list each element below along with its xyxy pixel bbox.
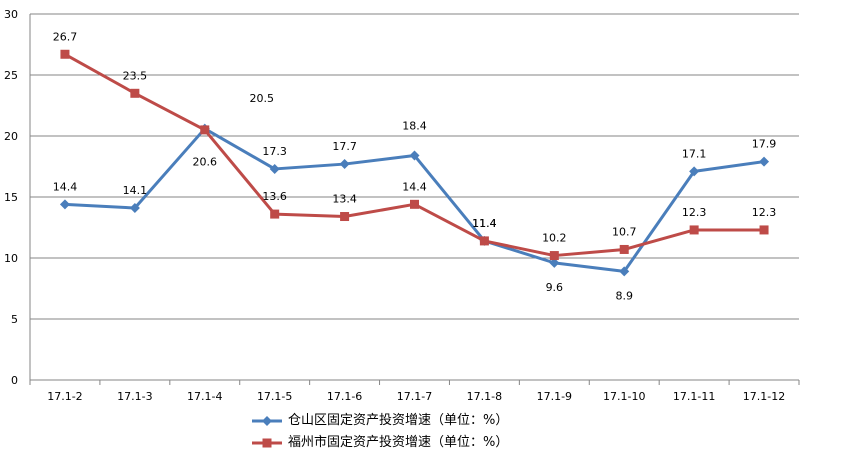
data-point bbox=[409, 150, 420, 161]
x-tick-label: 17.1-6 bbox=[327, 390, 362, 403]
data-point bbox=[689, 225, 699, 235]
data-label: 20.6 bbox=[193, 156, 218, 169]
legend-swatch-fuzhou bbox=[252, 438, 282, 448]
data-point bbox=[339, 159, 350, 170]
data-label: 12.3 bbox=[682, 206, 707, 219]
data-point bbox=[270, 209, 280, 219]
data-point bbox=[340, 212, 350, 222]
x-tick-label: 17.1-10 bbox=[603, 390, 645, 403]
data-label: 13.4 bbox=[332, 193, 357, 206]
data-point bbox=[130, 88, 140, 98]
data-label: 9.6 bbox=[546, 281, 564, 294]
data-label: 14.1 bbox=[123, 184, 148, 197]
data-label: 18.4 bbox=[402, 120, 427, 133]
data-label: 14.4 bbox=[53, 180, 78, 193]
data-point bbox=[269, 163, 280, 174]
legend-label-fuzhou: 福州市固定资产投资增速（单位：%） bbox=[288, 435, 509, 450]
y-tick-label: 20 bbox=[4, 130, 18, 143]
data-label: 20.5 bbox=[250, 92, 275, 105]
data-labels: 14.4 14.1 20.6 17.3 17.7 18.4 11.4 9.6 8.9 17.1 17… bbox=[53, 30, 777, 302]
x-tick-label: 17.1-8 bbox=[467, 390, 502, 403]
data-label: 10.2 bbox=[542, 232, 567, 245]
data-label: 10.7 bbox=[612, 225, 637, 238]
data-point bbox=[479, 236, 489, 246]
data-label: 17.3 bbox=[262, 145, 287, 158]
legend-label-cangshan: 仓山区固定资产投资增速（单位：%） bbox=[288, 413, 509, 428]
legend-item-cangshan: 仓山区固定资产投资增速（单位：%） bbox=[252, 410, 508, 432]
data-point bbox=[619, 266, 630, 277]
data-point bbox=[689, 166, 700, 177]
y-tick-label: 30 bbox=[4, 8, 18, 21]
data-point bbox=[759, 156, 770, 167]
data-point bbox=[549, 257, 560, 268]
data-label: 23.5 bbox=[123, 69, 148, 82]
x-tick-label: 17.1-2 bbox=[47, 390, 82, 403]
x-tick-label: 17.1-7 bbox=[397, 390, 432, 403]
x-tick-label: 17.1-12 bbox=[743, 390, 785, 403]
data-label: 17.7 bbox=[332, 140, 357, 153]
data-point bbox=[129, 202, 140, 213]
x-tick-label: 17.1-4 bbox=[187, 390, 222, 403]
y-tick-label: 0 bbox=[11, 374, 18, 387]
data-label: 26.7 bbox=[53, 30, 78, 43]
data-point bbox=[619, 244, 629, 254]
data-label: 8.9 bbox=[615, 289, 633, 302]
y-tick-label: 10 bbox=[4, 252, 18, 265]
data-point bbox=[549, 251, 559, 261]
data-label: 13.6 bbox=[262, 190, 287, 203]
data-point bbox=[200, 125, 210, 135]
data-point bbox=[410, 199, 419, 209]
x-tick-label: 17.1-9 bbox=[537, 390, 572, 403]
data-label: 17.9 bbox=[752, 138, 777, 151]
data-point bbox=[60, 49, 70, 59]
y-axis-ticks: 0 5 10 15 20 25 30 bbox=[4, 8, 18, 387]
y-tick-label: 5 bbox=[11, 313, 18, 326]
y-tick-label: 25 bbox=[4, 69, 18, 82]
legend-swatch-cangshan bbox=[252, 416, 282, 426]
data-label: 17.1 bbox=[682, 147, 707, 160]
data-label: 12.3 bbox=[752, 206, 777, 219]
chart-legend: 仓山区固定资产投资增速（单位：%） 福州市固定资产投资增速（单位：%） bbox=[252, 410, 508, 454]
x-tick-label: 17.1-3 bbox=[117, 390, 152, 403]
data-label: 11.4 bbox=[472, 217, 497, 230]
x-tick-label: 17.1-5 bbox=[257, 390, 292, 403]
data-label: 14.4 bbox=[402, 180, 427, 193]
data-label: 11.4 bbox=[472, 217, 497, 230]
x-axis-ticks: 17.1-2 17.1-3 17.1-4 17.1-5 17.1-6 17.1-7 17.1… bbox=[47, 390, 785, 403]
gridlines bbox=[29, 13, 800, 385]
legend-item-fuzhou: 福州市固定资产投资增速（单位：%） bbox=[252, 432, 508, 454]
data-point bbox=[59, 199, 70, 210]
series-lines bbox=[59, 49, 770, 277]
x-tick-label: 17.1-11 bbox=[673, 390, 715, 403]
data-point bbox=[759, 225, 769, 235]
y-tick-label: 15 bbox=[4, 191, 18, 204]
